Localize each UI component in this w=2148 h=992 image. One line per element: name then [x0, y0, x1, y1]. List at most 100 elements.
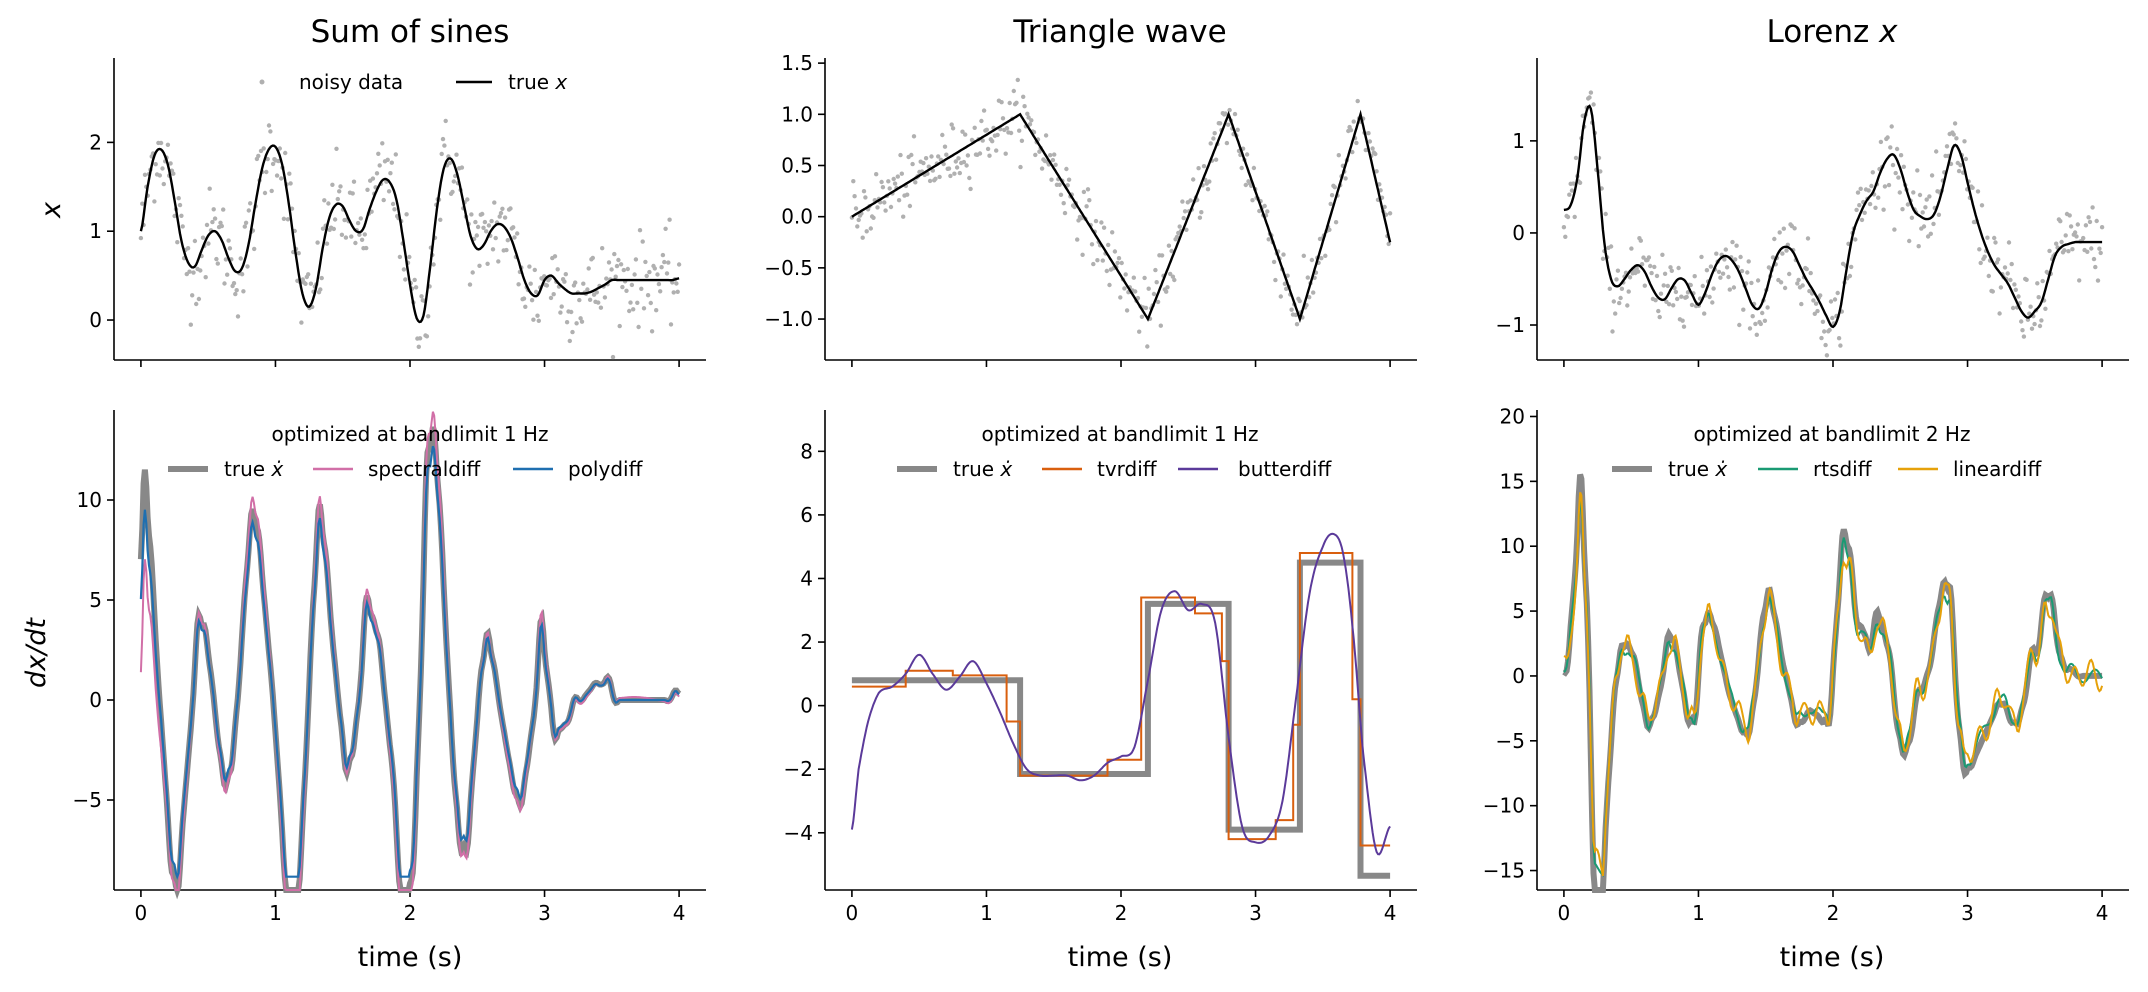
noisy-data-point [558, 310, 563, 315]
noisy-data-point [933, 176, 938, 181]
noisy-data-point [980, 138, 985, 143]
noisy-data-point [1027, 122, 1033, 127]
noisy-data-point [1022, 104, 1027, 109]
noisy-data-point [1892, 227, 1897, 232]
noisy-data-point [454, 152, 459, 157]
noisy-data-point [392, 207, 397, 212]
noisy-data-point [2047, 248, 2052, 254]
noisy-data-point [957, 170, 962, 176]
noisy-data-point [1924, 197, 1929, 202]
y-tick-label: 0 [1512, 664, 1525, 688]
x-tick-label: 1 [269, 901, 282, 925]
noisy-data-point [1893, 170, 1898, 176]
x-tick-label: 3 [1961, 901, 1974, 925]
noisy-data-point [1800, 283, 1805, 288]
noisy-data-point [1333, 220, 1339, 225]
noisy-data-point [497, 214, 502, 219]
noisy-data-point [1099, 220, 1104, 225]
noisy-data-point [910, 161, 915, 167]
noisy-data-point [226, 238, 231, 243]
noisy-data-point [1889, 124, 1894, 129]
noisy-data-point [562, 279, 567, 284]
noisy-data-point [330, 182, 335, 187]
noisy-data-point [1084, 204, 1089, 209]
noisy-data-point [1813, 301, 1819, 306]
noisy-data-point [239, 272, 245, 277]
noisy-data-point [283, 150, 288, 156]
noisy-data-point [895, 174, 900, 179]
noisy-data-point [552, 254, 558, 259]
noisy-data-point [2075, 222, 2080, 227]
x-tick-label: 0 [846, 901, 859, 925]
y-tick-label: −0.5 [764, 256, 813, 280]
noisy-data-point [913, 180, 918, 185]
noisy-data-point [1355, 98, 1360, 104]
noisy-data-point [1925, 234, 1931, 239]
noisy-data-point [952, 171, 957, 176]
noisy-data-point [856, 217, 861, 223]
noisy-data-point [1857, 203, 1862, 208]
noisy-data-point [1702, 311, 1707, 316]
noisy-data-point [1569, 188, 1575, 193]
noisy-data-point [896, 198, 902, 203]
noisy-data-point [1374, 169, 1379, 174]
y-tick-label: 20 [1500, 404, 1525, 428]
noisy-data-point [639, 286, 644, 291]
noisy-data-point [1626, 289, 1631, 294]
noisy-data-point [211, 207, 216, 212]
noisy-data-point [923, 156, 929, 161]
noisy-data-point [647, 269, 652, 275]
noisy-data-point [861, 189, 867, 194]
noisy-data-point [1635, 269, 1641, 274]
noisy-data-point [907, 203, 913, 209]
noisy-data-point [1805, 236, 1811, 241]
noisy-data-point [1666, 302, 1672, 307]
noisy-data-point [279, 176, 284, 181]
noisy-data-point [1350, 149, 1355, 155]
noisy-data-point [1289, 307, 1294, 312]
noisy-data-point [1087, 198, 1092, 203]
legend-label-tvrdiff: tvrdiff [1097, 457, 1158, 481]
noisy-data-point [261, 146, 266, 151]
noisy-data-point [581, 281, 586, 286]
noisy-data-point [1278, 294, 1284, 299]
noisy-data-point [864, 229, 869, 234]
noisy-data-point [967, 175, 972, 181]
noisy-data-point [666, 260, 671, 265]
noisy-data-point [1931, 221, 1936, 227]
noisy-data-point [320, 226, 326, 231]
noisy-data-point [645, 293, 651, 298]
noisy-data-point [172, 213, 177, 219]
noisy-data-point [2077, 278, 2082, 283]
noisy-data-point [567, 338, 572, 344]
noisy-data-point [401, 267, 407, 272]
noisy-data-point [1958, 163, 1963, 168]
noisy-data-point [1784, 248, 1789, 253]
noisy-data-point [1154, 280, 1159, 285]
noisy-data-point [635, 300, 640, 305]
noisy-data-point [1608, 244, 1614, 249]
noisy-data-point [1780, 251, 1785, 256]
noisy-data-point [185, 246, 191, 251]
noisy-data-point [1021, 94, 1026, 100]
noisy-data-point [1003, 151, 1008, 156]
noisy-data-point [168, 161, 173, 166]
noisy-data-point [874, 172, 879, 177]
noisy-data-point [2020, 328, 2025, 333]
noisy-data-point [1755, 278, 1761, 283]
noisy-data-point [473, 219, 478, 225]
noisy-data-point [1373, 151, 1378, 157]
noisy-data-point [1207, 179, 1212, 184]
noisy-data-point [2016, 294, 2021, 299]
noisy-data-point [1329, 193, 1335, 198]
noisy-data-point [496, 259, 501, 264]
noisy-data-point [977, 151, 983, 156]
noisy-data-point [1944, 144, 1950, 149]
noisy-data-point [1881, 207, 1886, 212]
noisy-data-point [1900, 207, 1905, 212]
noisy-data-point [1653, 298, 1658, 303]
noisy-data-point [1750, 314, 1755, 319]
noisy-data-point [921, 160, 926, 166]
noisy-data-point [1997, 311, 2002, 316]
